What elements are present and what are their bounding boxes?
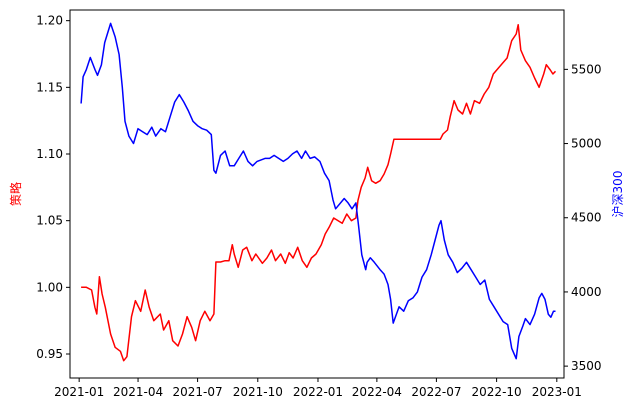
x-tick-label: 2021-04 [113, 385, 163, 399]
left-y-tick-label: 1.00 [36, 280, 63, 294]
right-y-tick-label: 4500 [571, 211, 602, 225]
left-y-tick-label: 0.95 [36, 347, 63, 361]
left-y-tick-label: 1.05 [36, 214, 63, 228]
left-y-tick-label: 1.10 [36, 147, 63, 161]
right-y-tick-label: 3500 [571, 359, 602, 373]
left-axis-title: 策略 [8, 182, 23, 206]
x-tick-label: 2022-07 [411, 385, 461, 399]
x-tick-label: 2021-10 [233, 385, 283, 399]
x-tick-label: 2023-01 [532, 385, 582, 399]
left-y-tick-label: 1.15 [36, 80, 63, 94]
right-axis-title: 沪深300 [611, 171, 625, 218]
right-y-tick-label: 4000 [571, 285, 602, 299]
right-y-tick-label: 5000 [571, 137, 602, 151]
x-tick-label: 2022-01 [293, 385, 343, 399]
x-tick-label: 2021-01 [54, 385, 104, 399]
x-tick-label: 2022-04 [352, 385, 402, 399]
strategy-series-line [81, 23, 557, 362]
right-y-tick-label: 5500 [571, 62, 602, 76]
x-tick-label: 2021-07 [173, 385, 223, 399]
left-y-axis: 0.95 1.00 1.05 1.10 1.15 1.20 [36, 14, 70, 361]
x-axis: 2021-01 2021-04 2021-07 2021-10 2022-01 2022-… [54, 378, 582, 399]
plot-frame [69, 9, 565, 379]
x-tick-label: 2022-10 [472, 385, 522, 399]
csi300-series-line [80, 22, 556, 360]
right-y-axis: 3500 4000 4500 5000 5500 [564, 62, 602, 373]
left-y-tick-label: 1.20 [36, 14, 63, 28]
